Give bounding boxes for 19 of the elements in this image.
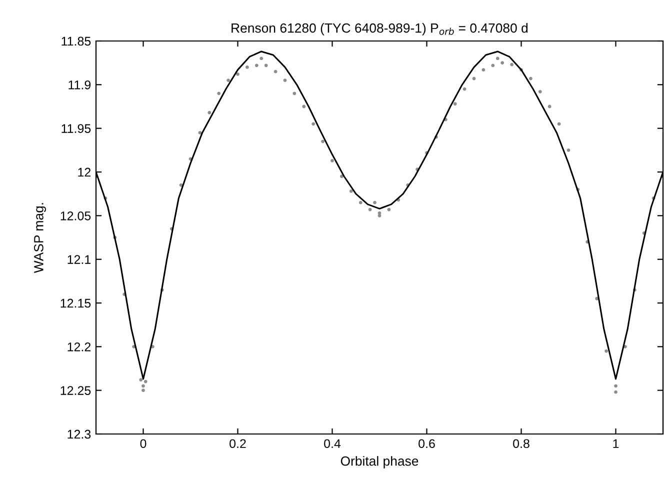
y-tick-label: 12.2 (68, 342, 91, 352)
x-tick-label: 0.2 (230, 439, 246, 448)
x-tick-label: 1 (613, 439, 619, 448)
x-axis-title: Orbital phase (340, 456, 418, 468)
x-tick-label: 0 (140, 439, 146, 448)
x-tick-label: 0.8 (513, 439, 530, 448)
y-tick-label: 12.05 (60, 211, 91, 220)
y-tick-label: 12 (78, 168, 91, 177)
y-tick-label: 12.25 (60, 386, 91, 395)
y-axis-title: WASP mag. (34, 203, 46, 274)
y-tick-label: 11.85 (62, 36, 91, 46)
chart-title: Renson 61280 (TYC 6408-989-1) P$_{orb}$ = 0.47080 d (232, 23, 528, 36)
y-tick-label: 12.3 (68, 430, 91, 439)
y-tick-label: 12.15 (60, 298, 91, 308)
x-tick-label: 0.4 (324, 439, 341, 448)
y-tick-label: 11.9 (68, 80, 91, 90)
y-tick-label: 11.95 (62, 124, 91, 133)
y-tick-label: 12.1 (68, 255, 91, 264)
x-tick-label: 0.6 (418, 439, 435, 448)
